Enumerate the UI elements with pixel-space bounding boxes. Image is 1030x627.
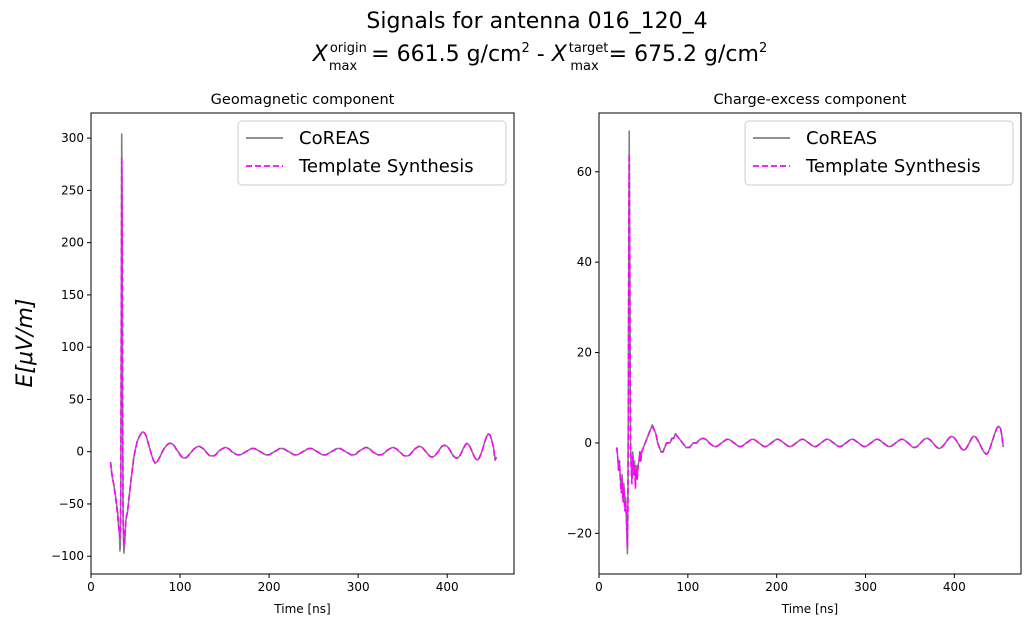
x-tick-label: 300 xyxy=(854,580,877,594)
charge-excess-panel: 0 100 200 300 400 −20 0 20 40 60 Charge-excess com… xyxy=(567,92,1022,616)
x-axis-label: Time [ns] xyxy=(273,602,330,616)
series-line-coreas xyxy=(615,130,1005,555)
x-tick-label: 0 xyxy=(87,580,95,594)
x-axis-label: Time [ns] xyxy=(781,602,838,616)
legend-box xyxy=(744,120,1014,186)
y-tick-label: 100 xyxy=(61,340,84,354)
axes-frame xyxy=(598,112,1022,575)
legend-box xyxy=(237,120,507,186)
figure-title: Signals for antenna 016_120_4 xyxy=(366,9,707,34)
y-tick-label: 50 xyxy=(69,392,84,406)
series-line-template-synthesis xyxy=(615,152,1005,548)
geomagnetic-panel: 0 100 200 300 400 −100 −50 0 50 100 150 200 250 300 Ge… xyxy=(51,92,515,616)
legend: CoREAS Template Synthesis xyxy=(744,120,1014,186)
legend-label: CoREAS xyxy=(299,128,370,149)
legend-label: Template Synthesis xyxy=(805,156,981,177)
y-tick-label: −50 xyxy=(59,497,84,511)
axes-frame xyxy=(90,112,515,575)
y-tick-label: −100 xyxy=(51,549,84,563)
y-tick-label: 0 xyxy=(76,445,84,459)
series-line-coreas xyxy=(109,133,497,554)
x-tick-label: 0 xyxy=(595,580,603,594)
y-tick-label: 200 xyxy=(61,236,84,250)
y-tick-label: −20 xyxy=(567,526,592,540)
x-tick-label: 200 xyxy=(765,580,788,594)
y-tick-label: 40 xyxy=(577,255,592,269)
x-tick-label: 300 xyxy=(347,580,370,594)
y-tick-label: 0 xyxy=(584,436,592,450)
y-tick-label: 150 xyxy=(61,288,84,302)
legend-label: Template Synthesis xyxy=(298,156,474,177)
legend-label: CoREAS xyxy=(806,128,877,149)
y-tick-label: 250 xyxy=(61,183,84,197)
y-tick-label: 60 xyxy=(577,165,592,179)
legend: CoREAS Template Synthesis xyxy=(237,120,507,186)
y-tick-label: 300 xyxy=(61,131,84,145)
x-tick-label: 200 xyxy=(258,580,281,594)
y-tick-label: 20 xyxy=(577,346,592,360)
y-axis-label: E[μV/m] xyxy=(13,299,38,388)
panel-title: Charge-excess component xyxy=(714,92,907,108)
x-tick-label: 100 xyxy=(676,580,699,594)
x-tick-label: 100 xyxy=(169,580,192,594)
series-line-template-synthesis xyxy=(109,156,497,547)
x-tick-label: 400 xyxy=(436,580,459,594)
panel-title: Geomagnetic component xyxy=(211,92,395,108)
x-tick-label: 400 xyxy=(943,580,966,594)
